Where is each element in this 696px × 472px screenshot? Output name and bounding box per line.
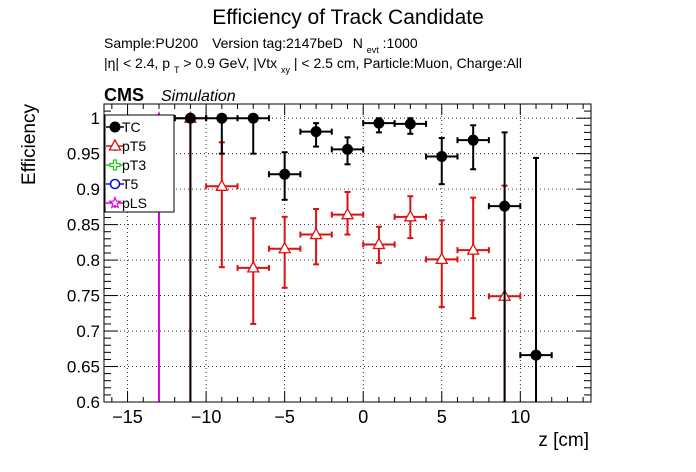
y-tick-label: 0.7 [76,322,100,341]
legend-item-pt5: pT5 [106,138,146,154]
data-point [205,112,239,155]
data-marker [436,151,448,163]
subtitle-line-2: |η| < 2.4, p T > 0.9 GeV, |Vtx xy | < 2.… [104,55,522,76]
x-tick-label: −5 [274,407,295,427]
legend-marker [109,121,121,133]
data-point [425,219,459,308]
data-marker [373,117,385,129]
legend-label: T5 [122,176,139,192]
legend-item-tc: TC [106,119,141,135]
simulation-label: Simulation [161,88,236,105]
data-point [205,141,239,269]
y-tick-label: 0.6 [76,393,100,412]
data-marker [310,126,322,138]
legend-label: pLS [122,195,147,211]
data-point [393,195,428,240]
legend-label: pT5 [122,138,146,154]
subtitle-sample: Sample:PU200 [104,35,198,51]
subtitle-nevt-sub: evt [367,45,380,55]
data-marker [216,112,228,124]
subtitle-nevt-label: N [353,35,363,51]
data-marker [215,178,229,191]
data-point [267,215,302,289]
y-axis-label: Efficiency [19,104,40,185]
data-point [456,124,490,171]
data-point [519,156,553,402]
subtitle-cut-vtx: > 0.9 GeV, |Vtx [183,55,277,71]
cms-label: CMS [104,85,144,105]
legend-item-t5: T5 [106,176,139,192]
legend-marker [109,178,121,190]
subtitle-line-1: Sample:PU200 Version tag:2147beD N evt :… [104,35,418,56]
data-marker [184,112,196,124]
subtitle-nevt-value: :1000 [383,35,418,51]
y-tick-label: 0.85 [67,216,100,235]
data-marker [372,237,386,250]
x-axis-label: z [cm] [538,430,589,451]
data-point [299,122,333,148]
x-tick-label: 10 [510,407,530,427]
data-point [456,196,490,320]
data-marker [467,134,479,146]
legend: TC pT5 pT3 T5 pLS [104,114,175,213]
data-marker [499,200,511,212]
data-marker [404,118,416,130]
y-tick-label: 0.75 [67,287,100,306]
data-point [362,225,396,264]
x-tick-label: −10 [191,407,222,427]
y-tick-label: 0.95 [67,145,100,164]
subtitle-cut-eta: |η| < 2.4, p [104,55,170,71]
legend-item-pt3: pT3 [106,157,146,173]
y-tick-label: 0.8 [76,251,100,270]
legend-marker [108,138,122,151]
y-tick-label: 0.65 [67,358,100,377]
y-tick-label: 0.9 [76,180,100,199]
series-tc [173,112,553,402]
x-tick-label: 5 [437,407,447,427]
subtitle-version: Version tag:2147beD [212,35,343,51]
data-marker [530,349,542,361]
plot-frame [103,103,592,403]
legend-label: pT3 [122,157,146,173]
data-marker [403,209,417,222]
data-point [236,217,270,325]
chart-title: Efficiency of Track Candidate [212,6,484,29]
data-marker [340,207,355,220]
legend-item-pls: pLS [106,195,147,211]
subtitle-cut-rest: | < 2.5 cm, Particle:Muon, Charge:All [294,55,522,71]
data-point [330,190,365,236]
x-tick-label: −15 [112,407,143,427]
legend-marker [108,195,122,209]
y-tick-label: 1 [91,109,100,128]
legend-marker [109,159,121,171]
data-marker [342,143,353,155]
subtitle-cut-vtx-sub: xy [281,65,291,75]
subtitle-cut-pt-sub: T [174,65,180,75]
data-marker [466,242,480,255]
data-point [236,112,270,155]
data-point [362,117,396,134]
legend-label: TC [122,119,141,135]
data-point [487,131,522,402]
data-point [267,151,302,201]
data-point [330,136,365,166]
data-point [299,208,333,266]
data-marker [247,112,259,124]
data-point [425,137,459,186]
data-point [393,117,428,135]
data-marker [246,260,260,273]
data-marker [278,241,292,254]
x-tick-label: 0 [358,407,368,427]
data-marker [279,168,291,180]
data-marker [309,227,323,240]
data-marker [435,252,449,265]
plot-area: −15 −10 −5 0 5 10 0.6 0.65 0.7 0.75 0.8 0.85 0.9 0.95… [67,103,592,427]
